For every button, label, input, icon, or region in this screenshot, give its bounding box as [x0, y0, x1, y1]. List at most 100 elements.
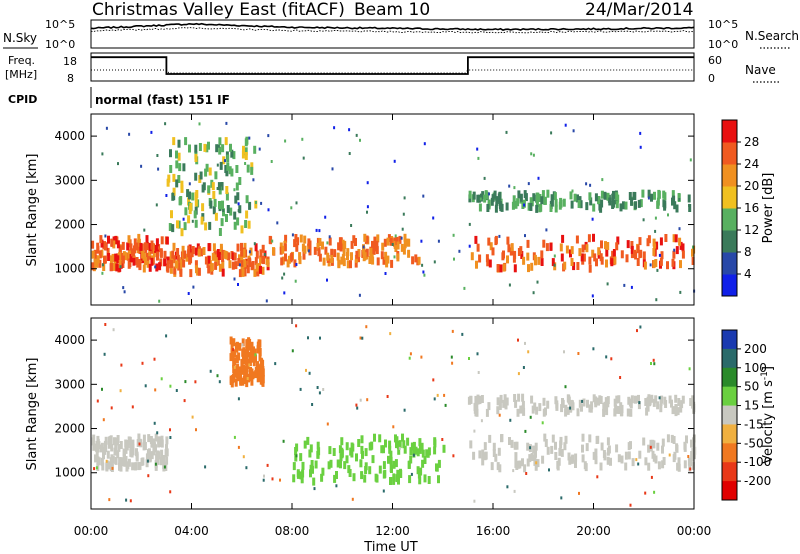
heatmap-cell	[186, 189, 190, 198]
heatmap-cell	[185, 253, 189, 262]
heatmap-cell	[100, 249, 104, 258]
heatmap-cell	[389, 456, 393, 465]
heatmap-cell	[236, 243, 240, 252]
x-tick-label: 00:00	[74, 524, 109, 538]
heatmap-cell	[485, 408, 489, 417]
colorbar-tick-label: -100	[744, 455, 771, 469]
heatmap-cell	[591, 249, 595, 258]
heatmap-cell	[200, 248, 203, 257]
noise-right-tick-bottom: 10^0	[708, 38, 738, 51]
heatmap-cell	[124, 439, 128, 448]
heatmap-cell	[390, 465, 393, 473]
colorbar-segment	[722, 274, 737, 297]
heatmap-cell	[140, 457, 144, 466]
heatmap-cell	[182, 259, 186, 268]
heatmap-scatter	[253, 242, 256, 246]
heatmap-cell	[253, 268, 257, 277]
heatmap-cell	[220, 182, 224, 190]
heatmap-cell	[154, 444, 157, 453]
heatmap-cell	[241, 150, 245, 159]
heatmap-cell	[396, 440, 400, 449]
heatmap-scatter	[260, 201, 263, 205]
heatmap-scatter	[437, 239, 440, 243]
heatmap-cell	[627, 451, 631, 460]
heatmap-cell	[498, 191, 502, 200]
heatmap-cell	[581, 454, 585, 463]
heatmap-cell	[91, 240, 95, 249]
heatmap-scatter	[382, 489, 385, 493]
heatmap-cell	[241, 355, 245, 364]
heatmap-cell	[175, 150, 178, 159]
heatmap-cell	[481, 449, 485, 458]
x-tick-label: 20:00	[576, 524, 611, 538]
heatmap-scatter	[237, 283, 239, 286]
heatmap-cell	[540, 250, 544, 259]
heatmap-cell	[495, 198, 499, 206]
colorbar-segment	[722, 462, 737, 482]
heatmap-scatter	[262, 478, 265, 482]
heatmap-scatter	[384, 272, 387, 275]
heatmap-cell	[229, 143, 232, 152]
colorbar-tick-label: 20	[744, 179, 759, 193]
heatmap-cell	[612, 199, 616, 208]
heatmap-cell	[581, 433, 585, 442]
heatmap-scatter	[589, 183, 592, 187]
heatmap-cell	[218, 228, 222, 236]
heatmap-cell	[261, 378, 265, 387]
heatmap-cell	[417, 470, 421, 479]
heatmap-cell	[674, 404, 678, 413]
heatmap-cell	[313, 246, 317, 255]
heatmap-cell	[207, 255, 211, 264]
heatmap-cell	[676, 462, 680, 471]
heatmap-scatter	[154, 265, 157, 269]
velocity-label-main: Velocity [m s	[761, 380, 776, 464]
heatmap-cell	[611, 250, 615, 259]
heatmap-cell	[674, 394, 678, 403]
heatmap-cell	[691, 395, 695, 404]
heatmap-scatter	[326, 278, 328, 282]
heatmap-cell	[116, 255, 120, 264]
heatmap-cell	[382, 461, 386, 470]
heatmap-cell	[225, 192, 229, 201]
heatmap-scatter	[433, 397, 436, 401]
heatmap-cell	[116, 437, 119, 446]
heatmap-cell	[476, 194, 480, 203]
heatmap-cell	[600, 190, 604, 199]
noise-left-tick-bottom: 10^0	[45, 38, 75, 51]
heatmap-cell	[636, 258, 640, 266]
heatmap-scatter	[401, 227, 404, 231]
heatmap-cell	[494, 453, 498, 462]
heatmap-cell	[659, 404, 663, 413]
heatmap-scatter	[117, 162, 119, 166]
heatmap-cell	[98, 250, 102, 259]
heatmap-cell	[350, 252, 353, 261]
heatmap-cell	[256, 345, 260, 354]
heatmap-cell	[478, 254, 482, 263]
heatmap-cell	[316, 242, 320, 251]
heatmap-cell	[506, 236, 510, 245]
heatmap-cell	[551, 434, 555, 443]
heatmap-scatter	[505, 130, 508, 134]
heatmap-scatter	[527, 350, 530, 354]
heatmap-cell	[170, 210, 173, 219]
heatmap-cell	[169, 149, 172, 158]
heatmap-scatter	[601, 178, 604, 182]
heatmap-cell	[162, 455, 165, 463]
heatmap-cell	[663, 396, 667, 405]
heatmap-cell	[230, 348, 234, 357]
heatmap-cell	[187, 245, 191, 254]
y-tick-label: 2000	[54, 218, 85, 232]
heatmap-scatter	[158, 299, 161, 303]
heatmap-cell	[232, 151, 236, 160]
heatmap-scatter	[517, 338, 519, 342]
heatmap-cell	[154, 462, 158, 471]
heatmap-cell	[519, 193, 523, 202]
heatmap-cell	[112, 240, 116, 249]
heatmap-cell	[661, 460, 665, 469]
heatmap-cell	[242, 249, 246, 258]
heatmap-scatter	[283, 272, 286, 276]
heatmap-cell	[553, 192, 557, 201]
heatmap-cell	[280, 257, 284, 266]
heatmap-cell	[653, 191, 656, 200]
heatmap-scatter	[650, 475, 653, 479]
